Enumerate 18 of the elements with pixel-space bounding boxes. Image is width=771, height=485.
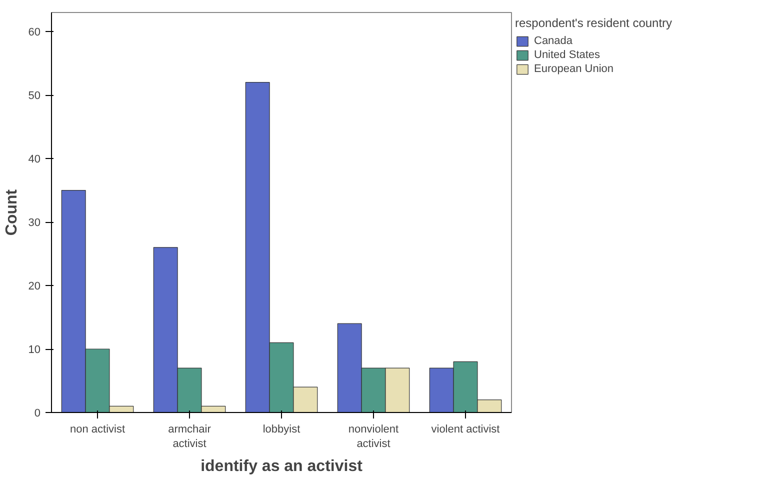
- x-tick-label: non activist: [70, 424, 126, 436]
- x-tick-label: violent activist: [431, 424, 500, 436]
- y-tick-label: 0: [34, 408, 41, 420]
- y-axis-title: Count: [3, 188, 20, 236]
- y-tick-label: 60: [28, 26, 41, 39]
- legend-label: Canada: [534, 35, 573, 47]
- x-tick-label: nonviolent activist: [348, 424, 399, 450]
- x-tick-label: armchair activist: [168, 424, 212, 450]
- y-tick-label: 50: [28, 90, 41, 102]
- y-tick-label: 30: [28, 217, 41, 230]
- y-tick-label: 10: [28, 344, 41, 356]
- legend-label: United States: [534, 49, 600, 61]
- legend-label: European Union: [534, 63, 614, 75]
- y-tick-label: 20: [28, 280, 41, 293]
- x-tick-label: lobbyist: [262, 424, 300, 436]
- legend-title: respondent's resident country: [515, 16, 672, 30]
- x-axis-title: identify as an activist: [200, 458, 364, 475]
- y-tick-label: 40: [28, 154, 41, 166]
